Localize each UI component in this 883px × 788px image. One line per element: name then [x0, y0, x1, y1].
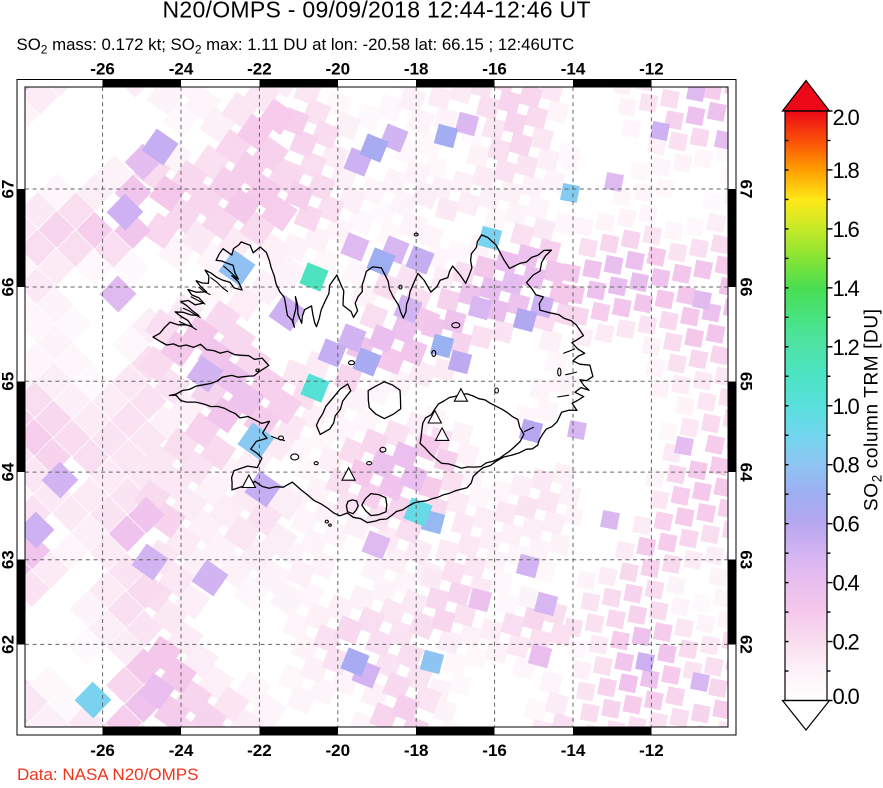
svg-text:-16: -16 — [482, 60, 507, 79]
svg-text:1.4: 1.4 — [833, 276, 860, 301]
svg-text:-12: -12 — [639, 60, 664, 79]
svg-text:SO2 mass: 0.172 kt; SO2 max: 1: SO2 mass: 0.172 kt; SO2 max: 1.11 DU at … — [17, 35, 575, 57]
svg-text:1.2: 1.2 — [833, 335, 860, 360]
svg-text:Data: NASA N20/OMPS: Data: NASA N20/OMPS — [17, 765, 198, 783]
svg-text:-18: -18 — [404, 60, 429, 79]
svg-text:66: 66 — [737, 278, 756, 297]
svg-text:-18: -18 — [404, 741, 429, 760]
svg-text:63: 63 — [0, 550, 18, 569]
svg-text:65: 65 — [737, 372, 756, 391]
svg-text:N20/OMPS - 09/09/2018 12:44-12: N20/OMPS - 09/09/2018 12:44-12:46 UT — [163, 0, 591, 23]
svg-text:0.2: 0.2 — [833, 630, 860, 655]
svg-text:-14: -14 — [561, 60, 586, 79]
svg-text:0.6: 0.6 — [833, 512, 860, 537]
svg-text:0.8: 0.8 — [833, 453, 860, 478]
svg-text:-22: -22 — [247, 741, 272, 760]
svg-text:67: 67 — [737, 180, 756, 199]
svg-text:0.4: 0.4 — [833, 571, 860, 596]
svg-text:-20: -20 — [326, 60, 351, 79]
svg-text:1.6: 1.6 — [833, 217, 860, 242]
svg-text:-24: -24 — [169, 60, 194, 79]
svg-text:63: 63 — [737, 550, 756, 569]
svg-text:-20: -20 — [326, 741, 351, 760]
svg-text:-16: -16 — [482, 741, 507, 760]
svg-text:1.8: 1.8 — [833, 158, 860, 183]
svg-text:66: 66 — [0, 278, 18, 297]
svg-text:-26: -26 — [90, 741, 115, 760]
svg-text:64: 64 — [0, 462, 18, 481]
svg-text:1.0: 1.0 — [833, 394, 860, 419]
svg-text:64: 64 — [737, 463, 756, 482]
svg-text:-22: -22 — [247, 60, 272, 79]
svg-text:0.0: 0.0 — [833, 684, 860, 709]
svg-text:-14: -14 — [561, 741, 586, 760]
svg-text:-24: -24 — [169, 741, 194, 760]
svg-text:-26: -26 — [90, 60, 115, 79]
svg-text:-12: -12 — [639, 741, 664, 760]
svg-text:62: 62 — [0, 635, 18, 654]
svg-text:65: 65 — [0, 372, 18, 391]
svg-text:67: 67 — [0, 180, 18, 199]
svg-text:2.0: 2.0 — [833, 105, 860, 130]
svg-text:62: 62 — [737, 635, 756, 654]
